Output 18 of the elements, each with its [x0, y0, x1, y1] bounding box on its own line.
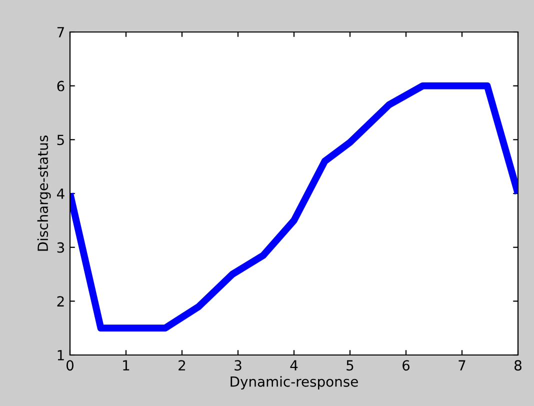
- x-tick-label: 4: [290, 360, 298, 370]
- y-tick-label: 3: [57, 242, 64, 253]
- x-tick-label: 3: [234, 360, 242, 371]
- x-tick-label: 5: [346, 360, 354, 371]
- y-tick-label: 5: [57, 134, 64, 146]
- x-tick-label: 8: [514, 360, 522, 371]
- x-tick-label: 7: [458, 360, 466, 370]
- y-tick-label: 2: [57, 296, 64, 306]
- x-axis-title: Dynamic-response: [230, 376, 358, 390]
- y-tick-label: 4: [56, 188, 64, 199]
- y-axis-title: Discharge-status: [37, 136, 51, 251]
- x-tick-label: 2: [178, 360, 186, 370]
- x-tick-label: 6: [402, 360, 410, 371]
- y-tick-label: 7: [57, 27, 64, 38]
- y-tick-label: 1: [58, 350, 64, 360]
- y-tick-label: 6: [57, 80, 64, 92]
- x-tick-label: 1: [123, 360, 130, 370]
- x-tick-label: 0: [66, 360, 74, 371]
